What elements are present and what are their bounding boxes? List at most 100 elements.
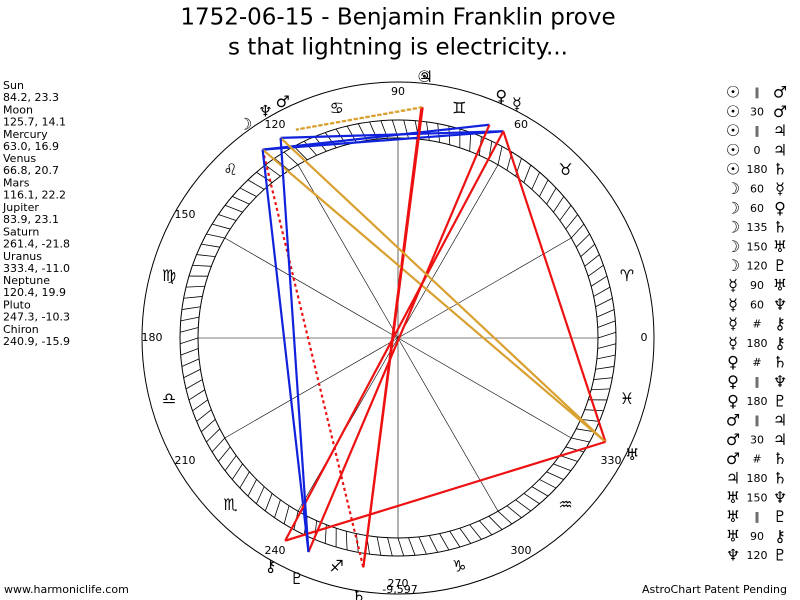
aspect-type: 60 xyxy=(750,202,764,215)
aspect-planet: ☉ xyxy=(726,121,740,140)
aspect-planet: ♃ xyxy=(773,121,787,140)
aspect-line xyxy=(362,107,424,568)
planet-coords: 333.4, -11.0 xyxy=(3,262,70,275)
planet-glyph: ☉ xyxy=(417,67,431,86)
aspect-planet: ☽ xyxy=(726,218,740,237)
ring-tick xyxy=(206,233,225,239)
planet-name: Saturn xyxy=(3,225,39,238)
ring-tick xyxy=(479,520,493,536)
ring-tick xyxy=(206,428,221,443)
degree-label: 300 xyxy=(511,544,532,557)
planet-coords: 84.2, 23.3 xyxy=(3,91,59,104)
planet-name: Pluto xyxy=(3,299,31,312)
ring-tick xyxy=(591,388,610,391)
ring-tick xyxy=(596,354,616,360)
ring-tick xyxy=(595,297,613,308)
ring-tick xyxy=(428,535,439,553)
ring-tick xyxy=(571,437,590,443)
planet-name: Moon xyxy=(3,103,33,116)
ring-tick xyxy=(188,389,206,401)
aspect-planet: ♂ xyxy=(773,102,787,121)
aspect-planet: ♅ xyxy=(773,276,787,295)
planet-glyph: ♀ xyxy=(495,87,507,106)
ring-tick xyxy=(506,505,522,518)
aspect-type: # xyxy=(752,318,761,331)
aspect-planet: ♆ xyxy=(773,488,787,507)
ring-tick xyxy=(179,327,199,333)
aspect-type: ∥ xyxy=(754,86,760,99)
ring-tick xyxy=(559,455,578,462)
ring-tick xyxy=(580,243,596,257)
aspect-line xyxy=(279,137,607,443)
planet-glyph: ☽ xyxy=(238,115,252,134)
planet-name: Sun xyxy=(3,79,24,92)
aspect-type: 180 xyxy=(747,337,768,350)
zodiac-sign: ♏ xyxy=(223,495,237,514)
aspect-planet: ☿ xyxy=(728,295,738,314)
title-line: 1752-06-15 - Benjamin Franklin prove xyxy=(180,5,615,31)
ring-tick xyxy=(239,471,250,489)
planet-name: Mars xyxy=(3,177,30,190)
ring-tick xyxy=(376,536,382,556)
ring-tick xyxy=(200,419,216,433)
aspect-type: ∥ xyxy=(754,414,760,427)
planet-glyph: ♅ xyxy=(625,445,639,464)
aspect-planet: ♇ xyxy=(773,546,787,565)
aspect-line xyxy=(280,130,504,139)
ring-tick xyxy=(418,536,427,555)
planet-name: Venus xyxy=(3,152,36,165)
aspect-planet: ♂ xyxy=(726,430,740,449)
outer-circle xyxy=(141,81,655,595)
aspect-line xyxy=(279,137,310,553)
ring-tick xyxy=(539,479,557,489)
ring-tick xyxy=(303,140,317,156)
ring-tick xyxy=(553,196,565,213)
aspect-type: 120 xyxy=(747,549,768,562)
zodiac-sign: ♑ xyxy=(452,556,466,575)
aspect-planet: ♅ xyxy=(726,507,740,526)
footer-right: AstroChart Patent Pending xyxy=(642,583,787,596)
ring-tick xyxy=(565,214,578,230)
ring-tick xyxy=(232,196,250,205)
degree-label: 240 xyxy=(265,544,286,557)
ring-tick xyxy=(546,187,557,205)
ring-tick xyxy=(597,331,617,339)
aspect-type: 0 xyxy=(754,144,761,157)
aspect-planet: ♅ xyxy=(773,237,787,256)
ring-tick xyxy=(218,446,231,462)
zodiac-sign: ♐ xyxy=(329,556,343,575)
ring-tick xyxy=(497,146,503,165)
zodiac-sign: ♋ xyxy=(329,99,343,118)
ring-tick xyxy=(183,368,201,379)
planet-coords: 125.7, 14.1 xyxy=(3,115,66,128)
aspect-type: ∥ xyxy=(754,125,760,138)
ring-tick xyxy=(531,172,540,190)
ring-tick xyxy=(403,119,409,139)
ring-tick xyxy=(196,409,212,422)
aspect-type: 180 xyxy=(747,472,768,485)
ring-tick xyxy=(575,233,590,248)
aspect-type: 135 xyxy=(747,221,768,234)
ring-tick xyxy=(345,531,348,550)
ring-tick xyxy=(580,418,600,422)
aspect-line xyxy=(262,123,490,151)
degree-label: 60 xyxy=(514,118,528,131)
ring-tick xyxy=(283,151,299,166)
ring-tick xyxy=(181,358,200,367)
planet-coords: 261.4, -21.8 xyxy=(3,237,70,250)
aspect-planet: ♃ xyxy=(773,430,787,449)
aspect-planet: ☽ xyxy=(726,256,740,275)
aspect-planet: ♃ xyxy=(773,140,787,159)
aspect-planet: ♇ xyxy=(773,507,787,526)
aspect-type: 90 xyxy=(750,530,764,543)
aspect-planet: ☿ xyxy=(728,276,738,295)
aspect-planet: ♂ xyxy=(726,449,740,468)
ring-tick xyxy=(180,348,199,356)
degree-label: 210 xyxy=(174,454,195,467)
aspect-planet: ☿ xyxy=(728,314,738,333)
aspect-line xyxy=(284,440,606,542)
aspect-planet: ♇ xyxy=(773,256,787,275)
